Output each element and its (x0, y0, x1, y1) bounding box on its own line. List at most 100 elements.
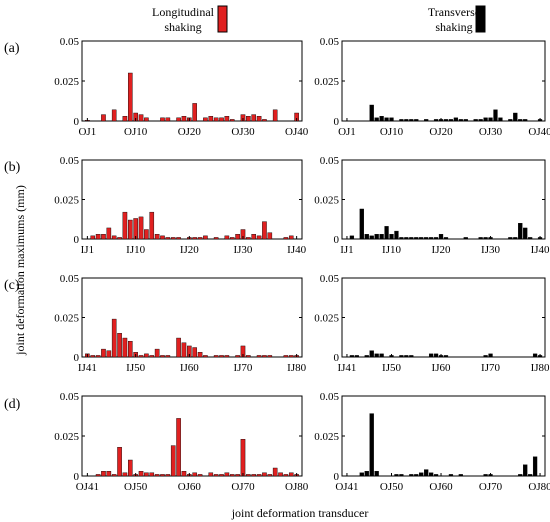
bar-longitudinal (224, 235, 230, 240)
bar-longitudinal (101, 471, 106, 477)
bar-transverse (349, 355, 355, 358)
x-tick-label: IJ40 (531, 244, 550, 256)
bar-transverse (379, 353, 384, 358)
bar-longitudinal (122, 115, 128, 122)
bar-longitudinal (101, 348, 106, 358)
bar-transverse (473, 119, 478, 122)
bar-transverse (414, 119, 419, 122)
legend-longitudinal-line1: Longitudinal (152, 5, 215, 19)
bar-transverse (458, 119, 463, 122)
x-tick-label: IJ40 (287, 244, 306, 256)
bar-transverse (414, 237, 419, 240)
x-tick-label: OJ70 (479, 481, 503, 493)
bar-transverse (409, 119, 414, 122)
bar-longitudinal (106, 471, 112, 477)
y-tick-label: 0.025 (314, 431, 339, 443)
bar-transverse (493, 109, 498, 122)
bar-longitudinal (122, 337, 128, 358)
bar-longitudinal (160, 235, 165, 240)
bar-transverse (364, 234, 369, 240)
bar-transverse (374, 234, 379, 240)
bar-longitudinal (288, 472, 294, 477)
bar-longitudinal (278, 472, 283, 477)
bar-longitudinal (256, 474, 262, 477)
x-tick-label: OJ10 (124, 126, 148, 138)
bar-transverse (414, 474, 419, 477)
plot-frame (81, 395, 303, 477)
bar-transverse (448, 474, 454, 477)
bar-transverse (523, 464, 528, 477)
bar-longitudinal (160, 474, 165, 477)
bar-transverse (513, 237, 518, 240)
x-tick-label: IJ41 (337, 362, 356, 374)
bar-longitudinal (240, 439, 246, 477)
bar-transverse (428, 353, 434, 358)
bar-longitudinal (138, 471, 144, 477)
bar-transverse (409, 237, 414, 240)
bar-longitudinal (267, 232, 273, 240)
bar-longitudinal (235, 234, 240, 240)
bar-longitudinal (127, 459, 133, 477)
y-tick-label: 0 (334, 471, 340, 483)
bar-longitudinal (165, 117, 171, 122)
bar-transverse (483, 474, 488, 477)
bar-transverse (518, 474, 523, 477)
bar-longitudinal (246, 355, 251, 358)
x-tick-label: IJ1 (81, 244, 94, 256)
bar-transverse (428, 472, 434, 477)
panel-label-d: (d) (4, 397, 21, 412)
bar-longitudinal (203, 355, 208, 358)
y-tick-label: 0 (334, 234, 340, 246)
bar-longitudinal (165, 355, 171, 358)
bar-transverse (354, 355, 359, 358)
x-tick-label: OJ41 (76, 481, 99, 493)
x-tick-label: IJ60 (432, 362, 451, 374)
bar-transverse (508, 237, 513, 240)
bar-longitudinal (111, 235, 117, 240)
bar-longitudinal (272, 467, 278, 477)
x-tick-label: OJ41 (335, 481, 358, 493)
bar-longitudinal (144, 353, 149, 358)
bar-longitudinal (154, 348, 160, 358)
x-tick-label: OJ20 (429, 126, 453, 138)
y-tick-label: 0.05 (320, 273, 340, 285)
bar-longitudinal (283, 355, 289, 358)
bar-transverse (409, 355, 414, 358)
y-tick-label: 0.025 (54, 76, 79, 88)
legend-transverse-line1: Transverse (428, 5, 480, 19)
legend-longitudinal-swatch (217, 5, 228, 33)
x-tick-label: IJ1 (340, 244, 353, 256)
plot-frame (341, 159, 546, 240)
x-tick-label: IJ50 (382, 362, 401, 374)
bar-transverse (463, 237, 468, 240)
bar-longitudinal (251, 474, 257, 477)
panel-label-b: (b) (4, 160, 21, 175)
bar-longitudinal (111, 109, 117, 122)
bar-longitudinal (235, 355, 240, 358)
bar-transverse (379, 115, 384, 122)
bar-transverse (369, 413, 374, 477)
x-tick-label: IJ80 (287, 362, 306, 374)
bar-transverse (458, 474, 463, 477)
bar-transverse (404, 119, 409, 122)
y-tick-label: 0.025 (314, 313, 339, 325)
bar-longitudinal (127, 219, 133, 240)
bar-longitudinal (160, 117, 165, 122)
bar-transverse (428, 237, 434, 240)
bar-longitudinal (144, 229, 149, 240)
bar-transverse (478, 119, 483, 122)
bar-longitudinal (176, 117, 181, 122)
bar-longitudinal (95, 234, 101, 240)
bar-longitudinal (122, 472, 128, 477)
x-tick-label: IJ50 (126, 362, 145, 374)
x-tick-label: OJ1 (338, 126, 356, 138)
bar-longitudinal (111, 318, 117, 358)
bar-transverse (463, 119, 468, 122)
y-tick-label: 0.025 (54, 195, 79, 207)
y-tick-label: 0.05 (60, 273, 80, 285)
